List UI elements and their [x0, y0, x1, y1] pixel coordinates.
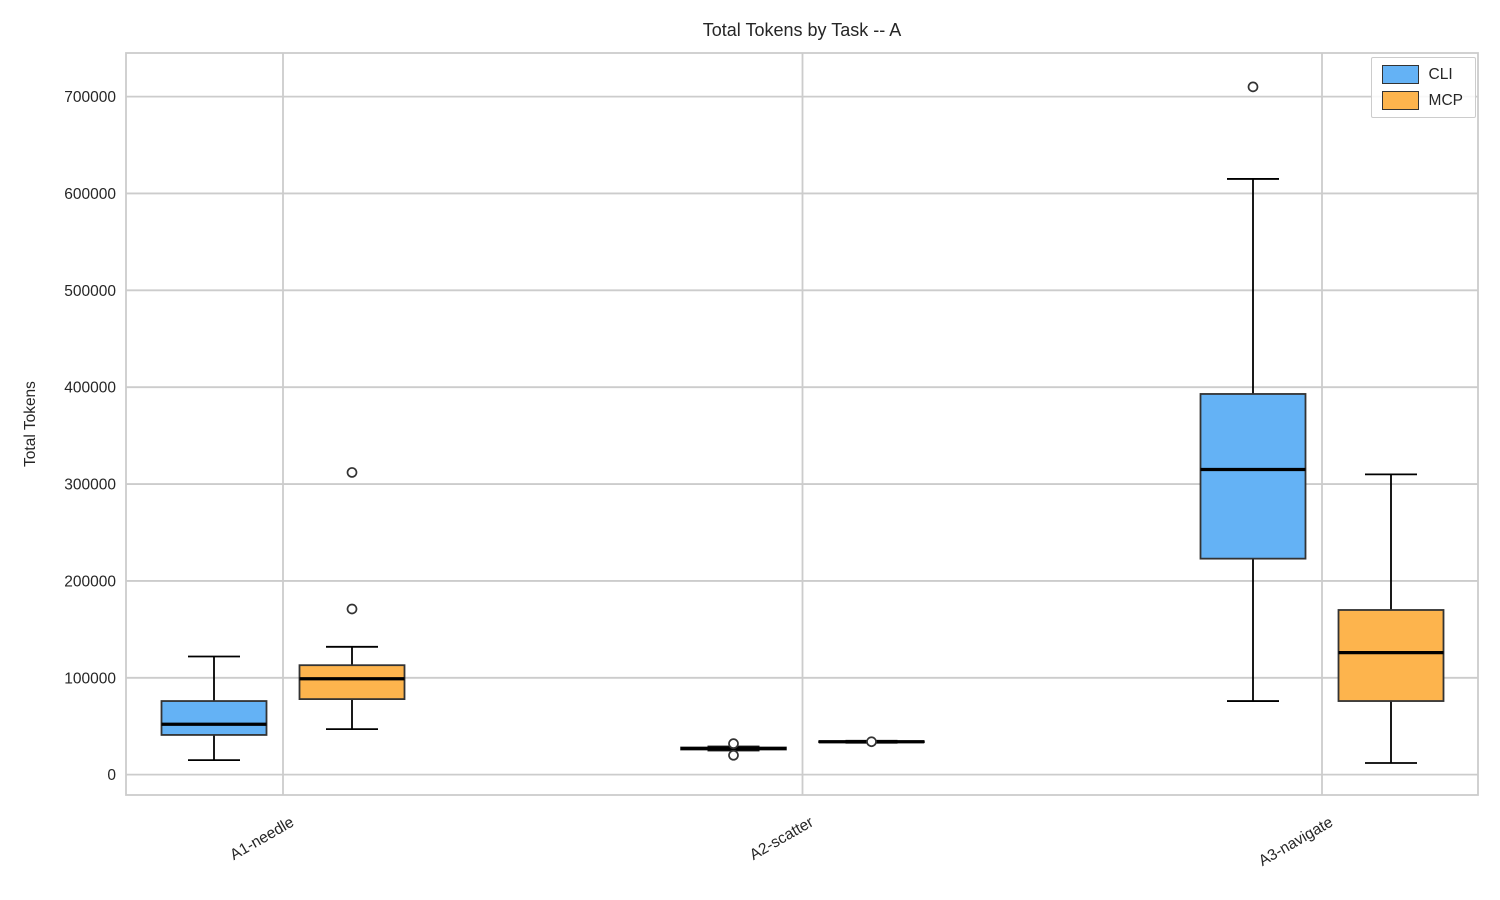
legend: CLI MCP [1370, 57, 1476, 118]
y-tick-label: 0 [107, 767, 116, 784]
outlier-point [728, 749, 739, 761]
box-MCP-A3-navigate [1337, 609, 1445, 702]
y-tick-label: 400000 [64, 380, 116, 397]
cli-color-swatch [1381, 65, 1419, 84]
outlier-point [346, 603, 358, 615]
outlier-point [346, 467, 358, 478]
legend-item-cli: CLI [1381, 65, 1463, 84]
outlier-point [1247, 81, 1259, 93]
box-CLI-A1-needle [160, 700, 268, 736]
y-tick-label: 500000 [64, 283, 116, 300]
chart-title: Total Tokens by Task -- A [702, 20, 902, 40]
outlier-point [728, 738, 739, 750]
y-tick-label: 600000 [64, 186, 116, 203]
legend-label-cli: CLI [1428, 65, 1453, 83]
box-CLI-A3-navigate [1199, 393, 1307, 560]
x-tick-label: A1-needle [227, 814, 297, 864]
mcp-color-swatch [1381, 91, 1419, 110]
x-tick-label: A2-scatter [747, 814, 817, 864]
y-tick-label: 100000 [64, 670, 116, 687]
outlier-point [866, 736, 877, 748]
y-tick-label: 200000 [64, 573, 116, 590]
axes-spines [125, 52, 1479, 796]
y-tick-label: 700000 [64, 89, 116, 106]
box-MCP-A1-needle [298, 664, 406, 701]
legend-label-mcp: MCP [1428, 91, 1463, 109]
legend-item-mcp: MCP [1381, 91, 1463, 110]
y-tick-label: 300000 [64, 477, 116, 494]
x-tick-label: A3-navigate [1256, 814, 1336, 870]
